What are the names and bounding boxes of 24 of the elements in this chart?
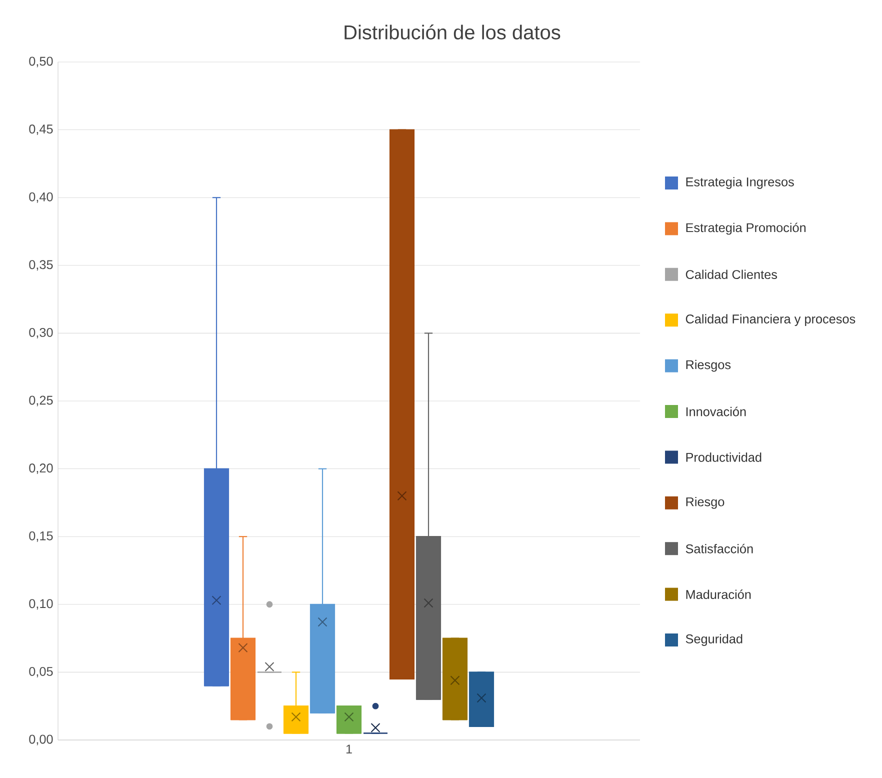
legend-label: Innovación [686,406,746,416]
y-tick-label: 0,30 [29,328,53,338]
y-tick-label: 0,25 [29,396,53,406]
y-tick-label: 0,40 [29,192,53,203]
y-tick-label: 0,00 [29,734,53,746]
y-tick-label: 0,35 [29,260,53,271]
legend-label: Calidad Clientes [686,270,778,280]
x-tick-label: 1 [346,744,352,754]
y-tick-label: 0,45 [29,124,53,136]
chart-title: Distribución de los datos [344,24,560,40]
legend-label: Satisfacción [686,544,753,554]
legend-label: Estrategia Ingresos [686,177,794,189]
y-tick-label: 0,20 [29,464,53,474]
y-tick-label: 0,05 [29,666,53,678]
legend-label: Riesgos [686,360,731,372]
legend-label: Seguridad [686,634,742,646]
legend-label: Calidad Financiera y procesos [686,314,856,326]
legend-label: Productividad [686,452,762,462]
legend-label: Maduración [686,590,751,600]
y-tick-label: 0,50 [29,56,53,68]
legend-label: Estrategia Promoción [686,222,806,235]
y-tick-label: 0,10 [29,599,53,610]
legend-label: Riesgo [686,496,724,509]
y-tick-label: 0,15 [29,531,53,542]
